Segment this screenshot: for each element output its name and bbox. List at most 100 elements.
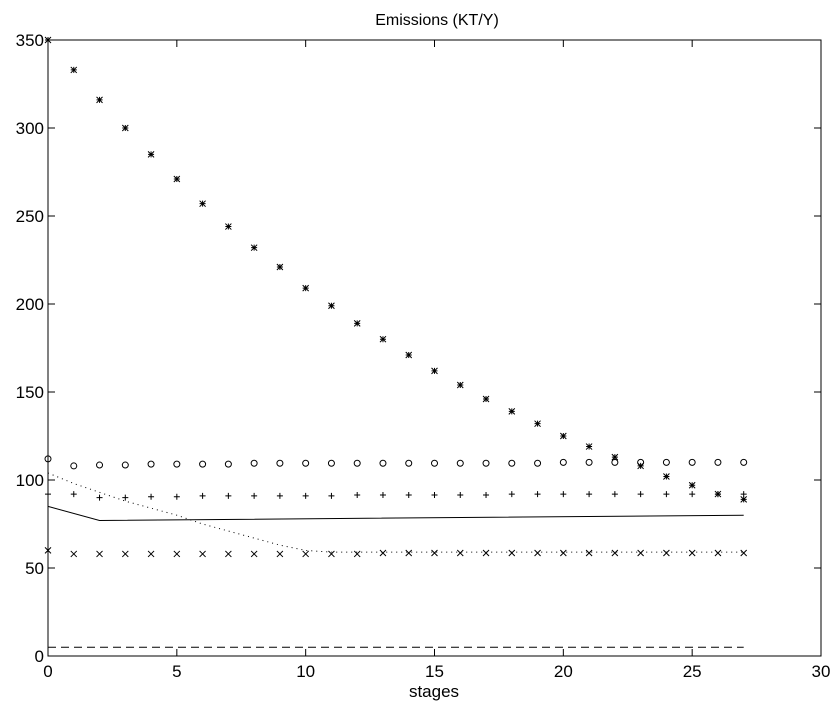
marker-asterisk: [121, 124, 129, 132]
marker-x: [328, 550, 335, 558]
marker-x: [173, 550, 181, 558]
marker-x: [405, 549, 413, 557]
marker-asterisk: [44, 36, 52, 44]
y-tick-label: 0: [35, 647, 44, 666]
marker-plus: [534, 491, 541, 498]
marker-x: [199, 550, 206, 558]
marker-plus: [70, 491, 77, 498]
marker-circle: [611, 458, 619, 466]
x-tick-label: 0: [43, 662, 52, 681]
marker-circle: [714, 458, 722, 466]
marker-circle: [70, 462, 78, 470]
series-5: [47, 505, 744, 521]
marker-circle: [482, 459, 490, 467]
marker-plus: [354, 491, 361, 498]
marker-circle: [302, 459, 310, 467]
marker-circle: [740, 458, 748, 466]
series-4: [47, 472, 744, 553]
marker-circle: [508, 459, 516, 467]
marker-circle: [327, 459, 335, 467]
series-line-solid: [47, 505, 744, 521]
marker-x: [70, 550, 78, 558]
marker-x: [611, 549, 619, 557]
marker-x: [637, 549, 644, 557]
marker-asterisk: [225, 223, 232, 230]
marker-plus: [148, 493, 155, 500]
marker-plus: [405, 491, 412, 498]
y-tick-label: 150: [16, 383, 44, 402]
marker-circle: [353, 459, 361, 467]
marker-plus: [483, 491, 490, 498]
marker-plus: [508, 491, 515, 498]
series-line-dotted: [47, 472, 744, 553]
marker-x: [585, 549, 593, 557]
marker-x: [456, 549, 464, 557]
marker-asterisk: [379, 335, 387, 343]
marker-plus: [740, 491, 747, 498]
marker-asterisk: [663, 473, 670, 480]
marker-plus: [637, 491, 644, 498]
marker-x: [508, 549, 516, 557]
marker-plus: [663, 491, 670, 498]
marker-circle: [637, 458, 645, 466]
marker-asterisk: [96, 96, 103, 104]
marker-plus: [122, 494, 129, 501]
marker-x: [302, 550, 310, 558]
y-tick-label: 300: [16, 119, 44, 138]
marker-x: [740, 549, 748, 557]
x-tick-label: 5: [172, 662, 181, 681]
chart-title: Emissions (KT/Y): [375, 12, 499, 29]
marker-circle: [662, 458, 670, 466]
marker-x: [559, 549, 567, 557]
marker-asterisk: [328, 302, 335, 310]
marker-x: [379, 549, 387, 557]
marker-circle: [173, 460, 181, 468]
marker-circle: [121, 461, 129, 469]
x-tick-label: 20: [554, 662, 573, 681]
marker-asterisk: [70, 66, 78, 74]
marker-plus: [173, 493, 180, 500]
plot-area-frame: [47, 39, 822, 657]
marker-plus: [611, 491, 618, 498]
marker-circle: [559, 458, 567, 466]
marker-asterisk: [147, 151, 155, 158]
x-tick-label: 15: [425, 662, 444, 681]
marker-circle: [379, 459, 387, 467]
marker-asterisk: [585, 443, 593, 450]
marker-plus: [379, 491, 386, 498]
marker-x: [663, 549, 670, 557]
marker-circle: [96, 461, 104, 469]
marker-asterisk: [456, 381, 464, 389]
marker-asterisk: [405, 351, 413, 359]
marker-circle: [534, 459, 542, 467]
marker-x: [276, 550, 284, 558]
marker-asterisk: [276, 263, 284, 271]
marker-circle: [431, 459, 438, 467]
marker-plus: [199, 492, 206, 499]
marker-plus: [689, 491, 696, 498]
marker-asterisk: [611, 453, 619, 461]
marker-asterisk: [559, 432, 567, 440]
marker-asterisk: [534, 420, 541, 428]
marker-asterisk: [302, 284, 310, 292]
marker-x: [250, 550, 258, 558]
series-0: [44, 36, 748, 503]
marker-asterisk: [173, 175, 181, 183]
marker-asterisk: [688, 481, 696, 489]
marker-x: [353, 550, 361, 558]
marker-x: [121, 550, 129, 558]
marker-plus: [45, 491, 51, 498]
marker-circle: [276, 459, 284, 467]
marker-asterisk: [353, 320, 361, 327]
x-tick-label: 10: [296, 662, 315, 681]
y-tick-label: 200: [16, 295, 44, 314]
marker-plus: [276, 492, 283, 499]
marker-plus: [251, 492, 258, 499]
marker-circle: [456, 459, 464, 467]
marker-asterisk: [482, 395, 490, 403]
marker-circle: [147, 460, 155, 468]
marker-plus: [431, 491, 438, 498]
marker-asterisk: [740, 496, 748, 503]
marker-plus: [225, 492, 232, 499]
